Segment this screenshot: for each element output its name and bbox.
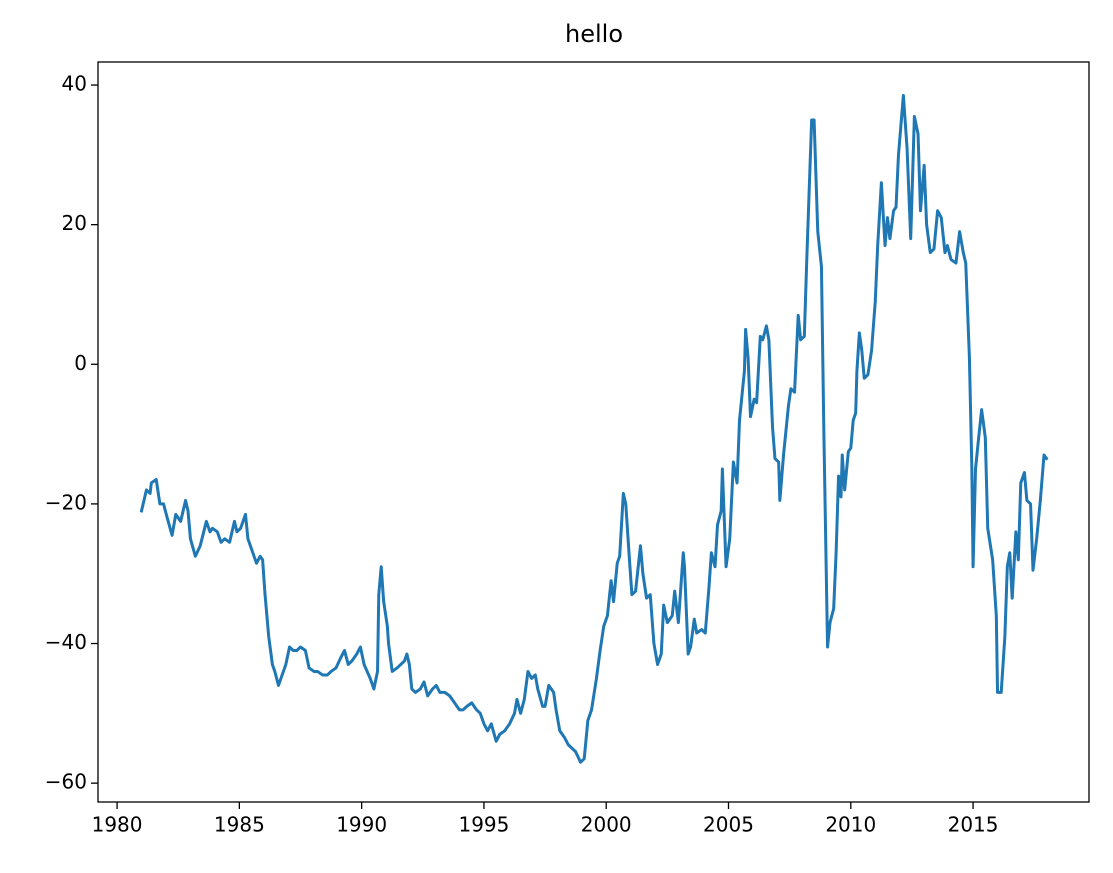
plot-frame	[97, 61, 1090, 803]
y-tick-label: −20	[45, 490, 87, 514]
y-tick-label: 0	[74, 351, 87, 375]
x-tick-label: 1980	[92, 813, 143, 837]
y-tick-label: −60	[45, 770, 87, 794]
x-tick-label: 2000	[581, 813, 632, 837]
y-tick-label: −40	[45, 630, 87, 654]
y-tick-label: 20	[62, 211, 87, 235]
x-tick-label: 1995	[458, 813, 509, 837]
x-tick-label: 2005	[703, 813, 754, 837]
x-tick-label: 2010	[825, 813, 876, 837]
data-line	[139, 94, 1049, 764]
x-tick-label: 2015	[948, 813, 999, 837]
x-tick-label: 1990	[336, 813, 387, 837]
chart-title: hello	[565, 20, 623, 48]
x-tick-label: 1985	[214, 813, 265, 837]
y-tick-label: 40	[62, 72, 87, 96]
